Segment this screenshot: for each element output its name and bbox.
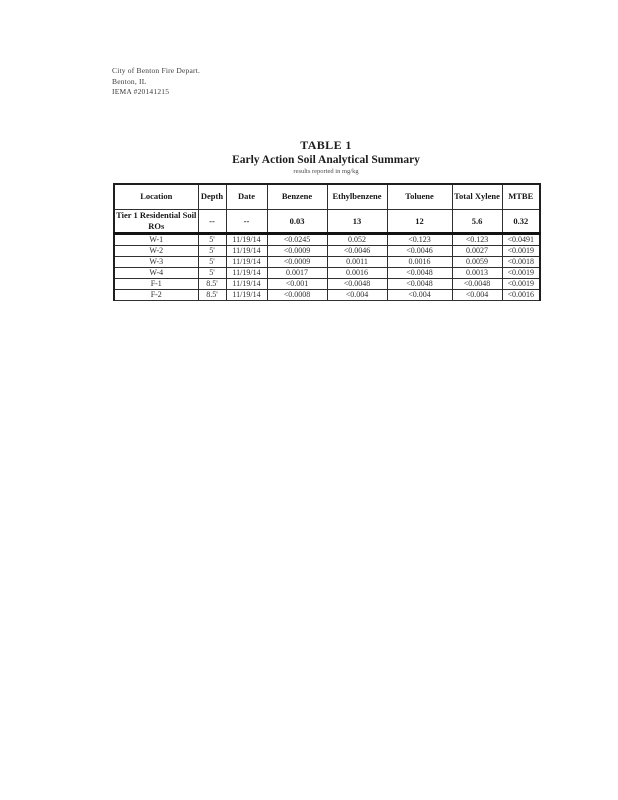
- cell-depth: 5': [197, 267, 227, 279]
- cell-benzene: <0.001: [266, 278, 328, 290]
- cell-ethylbenzene: 0.052: [326, 233, 388, 246]
- cell-location: W-4: [113, 267, 199, 279]
- table-header-row: Location Depth Date Benzene Ethylbenzene…: [113, 183, 541, 210]
- cell-total-xylene: 0.0059: [451, 256, 503, 268]
- cell-location: F-2: [113, 289, 199, 301]
- cell-ethylbenzene: <0.004: [326, 289, 388, 301]
- analytical-summary-table: Location Depth Date Benzene Ethylbenzene…: [113, 183, 541, 301]
- column-header-mtbe: MTBE: [501, 183, 541, 210]
- criteria-row: Tier 1 Residential Soil ROs -- -- 0.03 1…: [113, 209, 541, 235]
- cell-mtbe: <0.0016: [501, 289, 541, 301]
- cell-benzene: <0.0008: [266, 289, 328, 301]
- cell-toluene: 0.0016: [386, 256, 453, 268]
- cell-date: 11/19/14: [225, 233, 268, 246]
- cell-location: Tier 1 Residential Soil ROs: [113, 209, 199, 235]
- cell-mtbe: <0.0019: [501, 245, 541, 257]
- letterhead-line-iema-number: IEMA #20141215: [112, 87, 170, 96]
- cell-ethylbenzene: 0.0016: [326, 267, 388, 279]
- table-row: W-4 5' 11/19/14 0.0017 0.0016 <0.0048 0.…: [113, 267, 541, 279]
- cell-toluene: 12: [386, 209, 453, 235]
- cell-total-xylene: 5.6: [451, 209, 503, 235]
- cell-benzene: <0.0009: [266, 245, 328, 257]
- column-header-total-xylene: Total Xylene: [451, 183, 503, 210]
- cell-benzene: <0.0245: [266, 233, 328, 246]
- cell-benzene: 0.03: [266, 209, 328, 235]
- cell-mtbe: <0.0019: [501, 278, 541, 290]
- table-row: W-1 5' 11/19/14 <0.0245 0.052 <0.123 <0.…: [113, 233, 541, 246]
- cell-depth: 5': [197, 233, 227, 246]
- cell-depth: 5': [197, 245, 227, 257]
- cell-ethylbenzene: 13: [326, 209, 388, 235]
- table-row: F-2 8.5' 11/19/14 <0.0008 <0.004 <0.004 …: [113, 289, 541, 301]
- cell-date: 11/19/14: [225, 289, 268, 301]
- column-header-date: Date: [225, 183, 268, 210]
- cell-toluene: <0.0048: [386, 267, 453, 279]
- cell-date: 11/19/14: [225, 267, 268, 279]
- cell-ethylbenzene: 0.0011: [326, 256, 388, 268]
- cell-mtbe: <0.0019: [501, 267, 541, 279]
- column-header-benzene: Benzene: [266, 183, 328, 210]
- cell-mtbe: <0.0491: [501, 233, 541, 246]
- cell-benzene: <0.0009: [266, 256, 328, 268]
- column-header-depth: Depth: [197, 183, 227, 210]
- cell-total-xylene: 0.0027: [451, 245, 503, 257]
- letterhead-line-org: City of Benton Fire Depart.: [112, 66, 201, 75]
- column-header-ethylbenzene: Ethylbenzene: [326, 183, 388, 210]
- cell-depth: 5': [197, 256, 227, 268]
- cell-date: --: [225, 209, 268, 235]
- cell-toluene: <0.0046: [386, 245, 453, 257]
- table-row: F-1 8.5' 11/19/14 <0.001 <0.0048 <0.0048…: [113, 278, 541, 290]
- cell-benzene: 0.0017: [266, 267, 328, 279]
- cell-toluene: <0.123: [386, 233, 453, 246]
- cell-location: F-1: [113, 278, 199, 290]
- table-title-block: TABLE 1 Early Action Soil Analytical Sum…: [113, 138, 539, 175]
- cell-date: 11/19/14: [225, 278, 268, 290]
- cell-total-xylene: <0.004: [451, 289, 503, 301]
- cell-depth: 8.5': [197, 289, 227, 301]
- table-title: TABLE 1: [300, 138, 352, 152]
- units-note: results reported in mg/kg: [293, 168, 359, 175]
- cell-location: W-2: [113, 245, 199, 257]
- table-row: W-3 5' 11/19/14 <0.0009 0.0011 0.0016 0.…: [113, 256, 541, 268]
- table-row: W-2 5' 11/19/14 <0.0009 <0.0046 <0.0046 …: [113, 245, 541, 257]
- cell-total-xylene: 0.0013: [451, 267, 503, 279]
- cell-toluene: <0.0048: [386, 278, 453, 290]
- cell-date: 11/19/14: [225, 256, 268, 268]
- letterhead-line-city: Benton, IL: [112, 76, 147, 86]
- cell-mtbe: <0.0018: [501, 256, 541, 268]
- column-header-location: Location: [113, 183, 199, 210]
- cell-toluene: <0.004: [386, 289, 453, 301]
- cell-depth: 8.5': [197, 278, 227, 290]
- cell-depth: --: [197, 209, 227, 235]
- column-header-toluene: Toluene: [386, 183, 453, 210]
- cell-total-xylene: <0.0048: [451, 278, 503, 290]
- cell-total-xylene: <0.123: [451, 233, 503, 246]
- cell-mtbe: 0.32: [501, 209, 541, 235]
- letterhead: City of Benton Fire Depart. Benton, IL I…: [112, 66, 200, 98]
- cell-ethylbenzene: <0.0048: [326, 278, 388, 290]
- cell-location: W-3: [113, 256, 199, 268]
- table-subtitle: Early Action Soil Analytical Summary: [232, 154, 420, 166]
- cell-date: 11/19/14: [225, 245, 268, 257]
- cell-location: W-1: [113, 233, 199, 246]
- cell-ethylbenzene: <0.0046: [326, 245, 388, 257]
